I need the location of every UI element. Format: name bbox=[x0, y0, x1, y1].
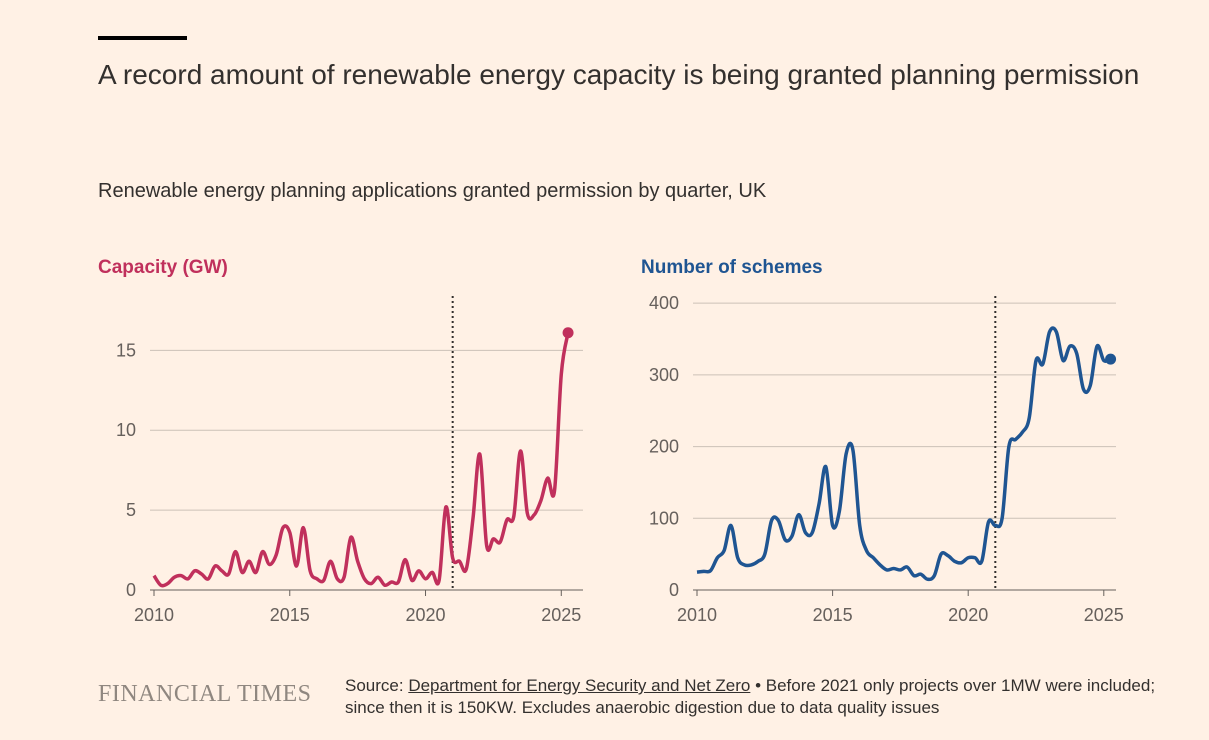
x-tick-label: 2020 bbox=[948, 605, 988, 625]
x-tick-label: 2025 bbox=[541, 605, 581, 625]
y-tick-label: 400 bbox=[649, 293, 679, 313]
logo: FINANCIAL TIMES bbox=[98, 681, 312, 707]
x-tick-label: 2015 bbox=[270, 605, 310, 625]
top-bar bbox=[98, 36, 187, 40]
subtitle: Renewable energy planning applications g… bbox=[98, 180, 767, 202]
x-tick-label: 2020 bbox=[405, 605, 445, 625]
y-tick-label: 300 bbox=[649, 365, 679, 385]
chart: A record amount of renewable energy capa… bbox=[98, 36, 1140, 625]
y-tick-label: 0 bbox=[669, 580, 679, 600]
source-link[interactable]: Department for Energy Security and Net Z… bbox=[408, 676, 751, 695]
note: • Before 2021 only projects over 1MW wer… bbox=[345, 676, 1156, 717]
x-tick-label: 2025 bbox=[1084, 605, 1124, 625]
y-tick-label: 15 bbox=[116, 340, 136, 360]
end-point bbox=[562, 327, 574, 339]
footer: Source: Department for Energy Security a… bbox=[345, 675, 1165, 719]
x-tick-label: 2015 bbox=[813, 605, 853, 625]
x-tick-label: 2010 bbox=[677, 605, 717, 625]
y-tick-label: 5 bbox=[126, 500, 136, 520]
panel-title: Capacity (GW) bbox=[98, 257, 228, 278]
end-point bbox=[1105, 353, 1117, 365]
x-tick-label: 2010 bbox=[134, 605, 174, 625]
y-tick-label: 100 bbox=[649, 508, 679, 528]
panel-title: Number of schemes bbox=[641, 257, 823, 278]
data-line bbox=[696, 326, 1112, 582]
data-line bbox=[152, 332, 570, 588]
y-tick-label: 200 bbox=[649, 437, 679, 457]
y-tick-label: 10 bbox=[116, 420, 136, 440]
y-tick-label: 0 bbox=[126, 580, 136, 600]
title: A record amount of renewable energy capa… bbox=[98, 59, 1140, 90]
source-prefix: Source: bbox=[345, 676, 409, 695]
title-box: A record amount of renewable energy capa… bbox=[98, 59, 1140, 90]
